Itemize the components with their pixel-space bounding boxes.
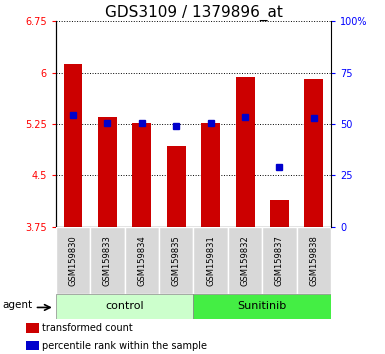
Bar [270,200,289,227]
Text: GSM159835: GSM159835 [172,235,181,286]
Bar [194,294,331,319]
Bar [262,227,297,294]
Title: GDS3109 / 1379896_at: GDS3109 / 1379896_at [104,5,283,21]
Text: control: control [105,301,144,311]
Text: GSM159833: GSM159833 [103,235,112,286]
Bar [132,122,151,227]
Bar [297,227,331,294]
Text: transformed count: transformed count [42,323,133,333]
Bar [194,227,228,294]
Text: GSM159831: GSM159831 [206,235,215,286]
Bar [64,64,82,227]
Bar [56,227,90,294]
Bar [201,122,220,227]
Bar [26,323,39,333]
Text: GSM159838: GSM159838 [310,235,318,286]
Bar [167,146,186,227]
Bar [305,79,323,227]
Bar [236,78,254,227]
Text: GSM159832: GSM159832 [241,235,249,286]
Bar [159,227,194,294]
Bar [90,227,125,294]
Bar [125,227,159,294]
Bar [98,117,117,227]
Text: GSM159830: GSM159830 [69,235,77,286]
Text: agent: agent [3,300,33,310]
Bar [56,294,194,319]
Text: GSM159834: GSM159834 [137,235,146,286]
Bar [228,227,262,294]
Text: GSM159837: GSM159837 [275,235,284,286]
Text: percentile rank within the sample: percentile rank within the sample [42,341,207,350]
Text: Sunitinib: Sunitinib [238,301,287,311]
Bar [26,341,39,350]
